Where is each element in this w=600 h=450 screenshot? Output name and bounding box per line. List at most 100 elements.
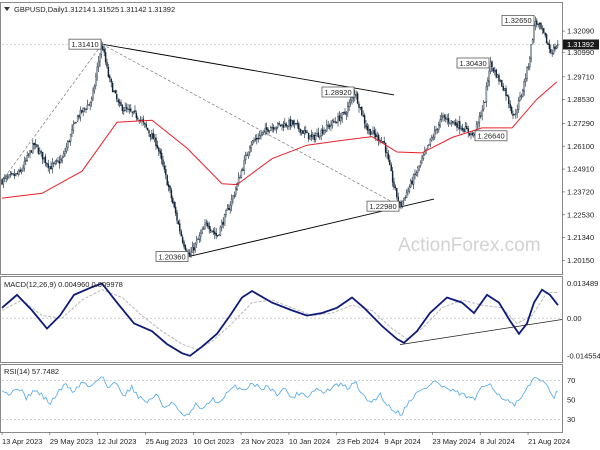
candle-body (57, 160, 59, 162)
rsi-line (1, 376, 559, 417)
candle-body (174, 206, 177, 214)
candle-body (244, 155, 247, 160)
annotation-box (366, 200, 400, 212)
candle-body (496, 74, 499, 78)
macd-main-line (1, 282, 559, 357)
price-annotation: 1.31410 (68, 38, 102, 50)
candle-body (76, 115, 79, 122)
candle-body (419, 161, 422, 166)
candle-body (470, 132, 472, 135)
candle-body (445, 117, 447, 120)
moving-average (1, 81, 558, 199)
candle-body (60, 159, 62, 163)
candle-body (233, 195, 236, 197)
candle-body (148, 130, 150, 134)
annotation-label: 1.31410 (72, 40, 99, 49)
candle-body (261, 132, 264, 135)
candle-body (258, 135, 261, 139)
candle-body (278, 123, 280, 125)
price-annotation: 1.22980 (366, 200, 400, 212)
candle-body (372, 130, 374, 133)
candle-body (534, 21, 537, 27)
candle-body (495, 69, 497, 78)
candle-body (6, 176, 9, 179)
candle-body (356, 93, 359, 104)
candle-body (250, 144, 252, 149)
candle-body (306, 131, 308, 134)
candle-body (446, 118, 448, 120)
price-panel-frame (0, 2, 563, 275)
candle-body (548, 43, 551, 50)
candle-body (158, 147, 160, 152)
candle-body (334, 121, 336, 123)
low-value: 1.31142 (120, 5, 147, 14)
trendline-2 (101, 43, 401, 207)
candle-body (303, 130, 306, 134)
collapse-arrow-icon[interactable] (4, 7, 10, 11)
candle-body (530, 44, 532, 59)
candle-body (1, 179, 3, 185)
candle-body (2, 178, 5, 185)
candle-body (452, 121, 454, 123)
candle-body (95, 76, 97, 87)
candle-body (36, 144, 38, 148)
candle-body (537, 23, 539, 25)
annotation-label: 1.22980 (370, 202, 397, 211)
candle-body (414, 173, 416, 175)
candle-body (538, 22, 541, 25)
price-trendlines (1, 43, 560, 257)
candle-body (323, 130, 325, 135)
macd-y-axis: 0.013489 0.00 -0.014554 (567, 279, 600, 361)
candle-body (345, 113, 348, 116)
candle-body (188, 252, 191, 256)
price-tick-label: 1.22530 (567, 210, 594, 219)
candle-body (55, 160, 58, 162)
candle-body (12, 173, 14, 175)
candle-body (251, 140, 254, 145)
candle-body (195, 240, 198, 245)
candle-body (404, 197, 406, 199)
watermark: ActionForex.com (398, 235, 541, 256)
candle-body (134, 110, 136, 113)
candle-body (555, 46, 558, 49)
candle-body (225, 210, 227, 215)
candle-body (340, 116, 342, 122)
candle-body (488, 70, 490, 82)
candle-body (460, 128, 462, 130)
candle-body (541, 28, 544, 30)
candle-body (468, 132, 471, 136)
candle-body (67, 141, 69, 149)
macd-tick-label: -0.014554 (567, 352, 600, 361)
candle-body (193, 247, 195, 251)
candle-body (41, 151, 44, 160)
candle-body (288, 120, 290, 127)
candle-body (355, 93, 357, 96)
candle-body (190, 251, 192, 256)
candle-body (449, 122, 451, 124)
candle-body (397, 196, 399, 202)
annotation-label: 1.32650 (505, 16, 532, 25)
candle-body (169, 185, 171, 191)
candle-body (466, 126, 468, 130)
candle-body (137, 118, 139, 120)
candle-body (23, 161, 26, 169)
open-value: 1.31214 (64, 5, 91, 14)
annotation-box (321, 86, 355, 98)
rsi-y-axis: 70 50 30 (567, 376, 575, 424)
candle-body (510, 106, 513, 114)
candle-body (300, 130, 303, 134)
candle-body (281, 123, 283, 126)
candle-body (482, 101, 485, 110)
candle-body (16, 173, 19, 175)
candle-body (111, 82, 114, 93)
candle-body (34, 143, 37, 145)
date-tick-label: 23 Nov 2023 (241, 437, 284, 446)
annotation-box (155, 251, 189, 262)
candle-body (264, 128, 266, 132)
candle-body (403, 198, 405, 201)
candle-body (265, 127, 268, 130)
candle-body (344, 111, 346, 115)
candle-body (114, 90, 117, 94)
candle-body (284, 122, 286, 128)
candle-body (121, 105, 124, 112)
